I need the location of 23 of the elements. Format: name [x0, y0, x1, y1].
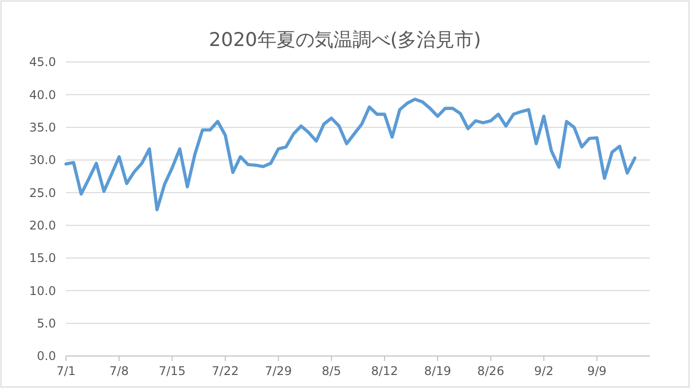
x-tick-label: 8/26	[477, 364, 504, 378]
y-tick-label: 30.0	[29, 153, 56, 168]
y-tick-label: 5.0	[36, 316, 56, 331]
y-tick-label: 35.0	[29, 120, 56, 135]
line-series	[64, 98, 636, 212]
x-tick-label: 8/12	[371, 364, 398, 378]
y-tick-label: 0.0	[36, 349, 56, 364]
x-tick-label: 7/8	[109, 364, 129, 378]
x-tick-label: 8/19	[424, 364, 452, 378]
y-tick-label: 25.0	[29, 186, 56, 200]
x-tick-label: 7/15	[158, 364, 186, 378]
x-tick-label: 7/22	[212, 364, 239, 378]
x-tick-label: 9/9	[587, 364, 607, 378]
x-tick-label: 7/29	[264, 364, 292, 378]
y-tick-label: 20.0	[29, 218, 56, 233]
x-tick-label: 8/5	[322, 364, 342, 378]
y-tick-label: 45.0	[29, 55, 56, 70]
y-tick-label: 40.0	[29, 88, 56, 102]
x-tick-label: 7/1	[56, 364, 76, 378]
y-tick-label: 10.0	[29, 284, 56, 298]
x-tick-label: 9/2	[534, 364, 554, 378]
y-tick-label: 15.0	[29, 251, 56, 266]
chart-title: 2020年夏の気温調べ(多治見市)	[208, 29, 482, 51]
